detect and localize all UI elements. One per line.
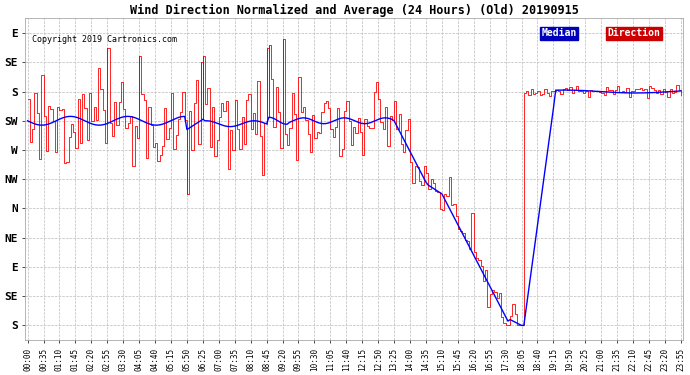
Text: Median: Median [542,28,577,38]
Title: Wind Direction Normalized and Average (24 Hours) (Old) 20190915: Wind Direction Normalized and Average (2… [130,4,579,17]
Text: Direction: Direction [607,28,660,38]
Text: Copyright 2019 Cartronics.com: Copyright 2019 Cartronics.com [32,34,177,44]
